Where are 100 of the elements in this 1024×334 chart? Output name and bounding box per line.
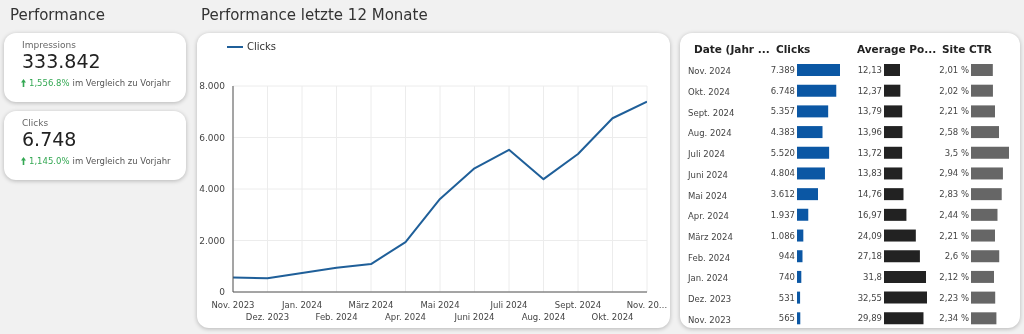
data-label: 4.804 — [770, 168, 795, 179]
x-tick-label: März 2024 — [348, 300, 394, 310]
data-label: 29,89 — [857, 313, 882, 324]
x-tick-label: Dez. 2023 — [245, 312, 290, 322]
bar — [884, 64, 901, 76]
data-label: 12,13 — [857, 65, 882, 75]
bar — [971, 84, 993, 97]
data-label: 2,83 % — [939, 189, 969, 200]
y-tick-label: Sept. 2024 — [688, 107, 735, 118]
data-label: 13,96 — [857, 127, 882, 138]
text: 1,145.0% — [29, 156, 70, 166]
data-label: 24,09 — [857, 230, 882, 241]
text: 1,556.8% — [29, 78, 70, 88]
bar — [971, 167, 1003, 180]
y-tick-label: Jan. 2024 — [687, 273, 729, 284]
text: Performance — [10, 6, 106, 24]
data-label: 1.086 — [770, 230, 795, 241]
x-tick-label: Juni 2024 — [453, 312, 495, 322]
data-label: 2,21 % — [939, 106, 969, 117]
data-label: 13,72 — [857, 147, 882, 158]
bar — [797, 208, 809, 221]
data-label: 27,18 — [857, 251, 882, 262]
data-label: 31,8 — [863, 271, 882, 282]
x-tick-label: Mai 2024 — [420, 300, 460, 310]
bar — [971, 270, 995, 283]
bar — [884, 126, 903, 139]
bar — [884, 167, 903, 180]
x-tick-label: Nov. 20… — [626, 300, 668, 310]
data-label: 16,97 — [857, 209, 882, 220]
line-series — [233, 100, 647, 280]
chart-title: Performance letzte 12 Monate — [201, 6, 428, 24]
y-tick-label: Okt. 2024 — [688, 87, 730, 98]
data-label: 13,83 — [857, 168, 882, 179]
series-label: Clicks — [776, 43, 811, 55]
data-label: 740 — [778, 271, 795, 282]
y-tick-label: Nov. 2024 — [688, 66, 731, 77]
y-tick-label: Juli 2024 — [687, 149, 725, 160]
data-label: 531 — [778, 292, 795, 303]
bar — [797, 312, 801, 325]
y-tick-label: Aug. 2024 — [688, 128, 732, 139]
bar — [797, 84, 837, 97]
data-label: 2,94 % — [939, 168, 969, 179]
bar — [884, 291, 927, 304]
data-label: 2,01 % — [939, 65, 969, 75]
bar — [797, 167, 825, 180]
text: im Vergleich zu Vorjahr — [72, 156, 171, 166]
bar — [797, 146, 830, 159]
bar — [797, 250, 803, 263]
data-label: 3.612 — [770, 189, 795, 200]
x-tick-label: Sept. 2024 — [554, 300, 602, 310]
data-label: 944 — [778, 251, 795, 262]
text: im Vergleich zu Vorjahr — [72, 78, 171, 88]
bar — [797, 229, 804, 242]
bar — [971, 312, 997, 325]
x-tick-label: Feb. 2024 — [315, 312, 358, 322]
bar — [884, 105, 903, 118]
x-tick-label: Apr. 2024 — [385, 312, 426, 322]
text: 333.842 — [22, 50, 101, 72]
data-label: 2,21 % — [939, 230, 969, 241]
y-tick-label: 0 — [219, 287, 226, 298]
data-label: 2,58 % — [939, 127, 969, 138]
bar — [797, 64, 840, 76]
x-tick-label: Jan. 2024 — [280, 300, 323, 310]
data-label: 6.748 — [770, 85, 795, 96]
bar — [884, 250, 920, 263]
x-tick-label: Okt. 2024 — [591, 312, 634, 322]
bar — [971, 126, 1000, 139]
data-label: 32,55 — [857, 292, 882, 303]
text: Impressions — [22, 40, 76, 50]
data-label: 5.357 — [770, 106, 795, 117]
bar — [797, 126, 823, 139]
bar — [884, 208, 907, 221]
data-label: 5.520 — [770, 147, 795, 158]
y-tick-label: Juni 2024 — [687, 169, 728, 180]
x-tick-label: Nov. 2023 — [211, 300, 255, 310]
bar — [884, 312, 924, 325]
data-label: 3,5 % — [944, 147, 969, 158]
y-tick-label: Mai 2024 — [688, 190, 728, 201]
bar — [884, 270, 927, 283]
bar — [884, 84, 901, 97]
data-label: 2,23 % — [939, 292, 969, 303]
y-tick-label: März 2024 — [688, 231, 733, 242]
data-label: 13,79 — [857, 106, 882, 117]
bar — [797, 270, 802, 283]
x-tick-label: Juli 2024 — [489, 300, 528, 310]
text: Clicks — [22, 118, 49, 128]
data-label: 4.383 — [770, 127, 795, 138]
data-label: 2,6 % — [944, 251, 969, 262]
y-tick-label: Feb. 2024 — [688, 252, 731, 263]
legend-label: Clicks — [247, 41, 277, 52]
y-axis-title: Date (Jahr ... — [694, 43, 770, 55]
data-label: 7.389 — [770, 65, 795, 75]
data-label: 12,37 — [857, 85, 882, 96]
bar — [971, 208, 998, 221]
bar — [884, 229, 916, 242]
y-tick-label: 2.000 — [199, 235, 226, 246]
y-tick-label: 8.000 — [199, 81, 226, 92]
series-label: Site CTR — [942, 43, 992, 55]
data-label: 1.937 — [770, 209, 795, 220]
bar — [971, 291, 996, 304]
